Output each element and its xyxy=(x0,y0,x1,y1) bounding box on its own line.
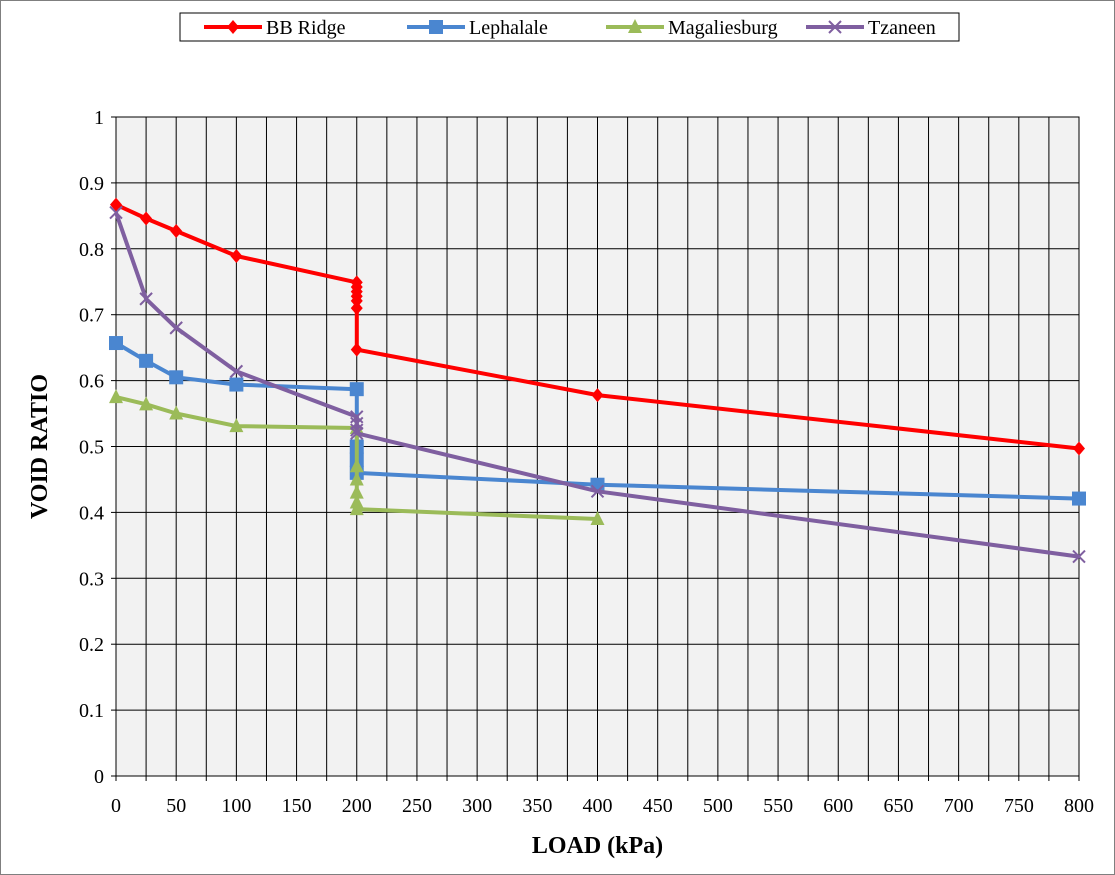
data-point-tzaneen xyxy=(1072,549,1086,564)
data-point-magaliesburg xyxy=(590,510,605,525)
data-point-bb-ridge xyxy=(230,249,243,264)
x-marker-stroke xyxy=(229,364,244,379)
x-axis-ticks: 0 50 100 150 200 250 300 350 400 450 500 550 600 650 7… xyxy=(111,795,1094,817)
x-tick-label: 700 xyxy=(944,795,974,817)
data-point-tzaneen xyxy=(229,364,244,379)
y-tick-label: 0.9 xyxy=(79,173,104,195)
x-tick-label: 100 xyxy=(221,795,251,817)
series-line-tzaneen xyxy=(114,211,1080,559)
x-marker-stroke xyxy=(1072,549,1086,564)
legend-marker-tzaneen xyxy=(828,20,842,34)
data-point-tzaneen xyxy=(139,292,153,306)
legend-item-lephalale: Lephalale xyxy=(407,17,548,39)
data-point-tzaneen xyxy=(350,423,364,437)
legend-marker-lephalale xyxy=(429,20,443,34)
data-point-magaliesburg xyxy=(349,484,364,499)
y-tick-label: 0.2 xyxy=(79,634,104,656)
data-point-lephalale xyxy=(1072,491,1086,506)
x-tick-label: 350 xyxy=(522,795,552,817)
legend-label-magaliesburg: Magaliesburg xyxy=(668,17,778,39)
x-tick-label: 150 xyxy=(282,795,312,817)
x-tick-label: 200 xyxy=(342,795,372,817)
series-tzaneen xyxy=(109,205,1086,564)
legend-label-lephalale: Lephalale xyxy=(469,17,548,39)
data-point-tzaneen xyxy=(169,321,183,335)
data-point-tzaneen xyxy=(590,484,605,499)
data-point-magaliesburg xyxy=(349,458,364,473)
x-marker-stroke xyxy=(350,423,364,437)
data-point-tzaneen xyxy=(350,426,364,441)
legend-item-tzaneen: Tzaneen xyxy=(806,17,936,39)
y-tick-label: 0.3 xyxy=(79,568,104,590)
x-marker-stroke xyxy=(350,426,364,441)
legend-marker-bb-ridge xyxy=(227,20,239,34)
data-point-bb-ridge xyxy=(350,342,363,357)
data-point-magaliesburg xyxy=(349,501,364,516)
data-point-magaliesburg xyxy=(229,418,244,433)
y-tick-label: 0.6 xyxy=(79,371,104,393)
data-point-bb-ridge xyxy=(591,388,604,403)
legend-label-tzaneen: Tzaneen xyxy=(868,17,936,39)
legend: BB Ridge Lephalale Magaliesburg Tzaneen xyxy=(179,12,960,42)
legend-item-bb-ridge: BB Ridge xyxy=(204,17,346,39)
x-tick-label: 500 xyxy=(703,795,733,817)
x-marker-stroke xyxy=(828,20,842,34)
data-point-lephalale xyxy=(139,353,154,368)
x-tick-label: 50 xyxy=(166,795,186,817)
y-tick-label: 0.7 xyxy=(79,305,104,327)
x-tick-label: 250 xyxy=(402,795,432,817)
y-axis-ticks: 0 0.1 0.2 0.3 0.4 0.5 0.6 0.7 0.8 0.9 1 xyxy=(79,107,104,788)
y-tick-label: 0.8 xyxy=(79,239,104,261)
legend-label-bb-ridge: BB Ridge xyxy=(266,17,346,39)
x-marker-stroke xyxy=(139,292,153,306)
x-tick-label: 0 xyxy=(111,795,121,817)
legend-marker-magaliesburg xyxy=(628,19,642,33)
y-tick-label: 0.1 xyxy=(79,700,104,722)
x-tick-label: 400 xyxy=(583,795,613,817)
data-point-bb-ridge xyxy=(140,211,153,226)
y-tick-label: 1 xyxy=(94,107,104,129)
x-marker-stroke xyxy=(590,484,605,499)
x-tick-label: 600 xyxy=(823,795,853,817)
series-layer xyxy=(109,197,1086,564)
data-point-bb-ridge xyxy=(350,301,363,316)
data-point-magaliesburg xyxy=(349,471,364,486)
y-tick-label: 0.5 xyxy=(79,437,104,459)
x-tick-label: 550 xyxy=(763,795,793,817)
y-axis-title: VOID RATIO xyxy=(27,374,53,519)
x-marker-stroke xyxy=(109,205,123,220)
x-axis-title: LOAD (kPa) xyxy=(532,833,663,859)
data-point-bb-ridge xyxy=(350,293,363,308)
data-point-lephalale xyxy=(169,370,184,385)
data-point-magaliesburg xyxy=(169,405,184,420)
data-point-lephalale xyxy=(349,382,364,397)
x-marker-stroke xyxy=(169,321,183,335)
gridlines xyxy=(111,116,1080,781)
legend-item-magaliesburg: Magaliesburg xyxy=(606,17,778,39)
data-point-lephalale xyxy=(229,377,244,392)
data-point-magaliesburg xyxy=(109,389,123,404)
x-tick-label: 650 xyxy=(883,795,913,817)
x-tick-label: 450 xyxy=(643,795,673,817)
x-tick-label: 800 xyxy=(1064,795,1094,817)
y-tick-label: 0.4 xyxy=(79,502,104,524)
x-tick-label: 300 xyxy=(462,795,492,817)
data-point-bb-ridge xyxy=(1073,441,1085,456)
y-tick-label: 0 xyxy=(94,766,104,788)
x-tick-label: 750 xyxy=(1004,795,1034,817)
data-point-tzaneen xyxy=(109,205,123,220)
data-point-bb-ridge xyxy=(170,224,183,239)
data-point-magaliesburg xyxy=(139,396,154,411)
data-point-lephalale xyxy=(109,336,123,351)
